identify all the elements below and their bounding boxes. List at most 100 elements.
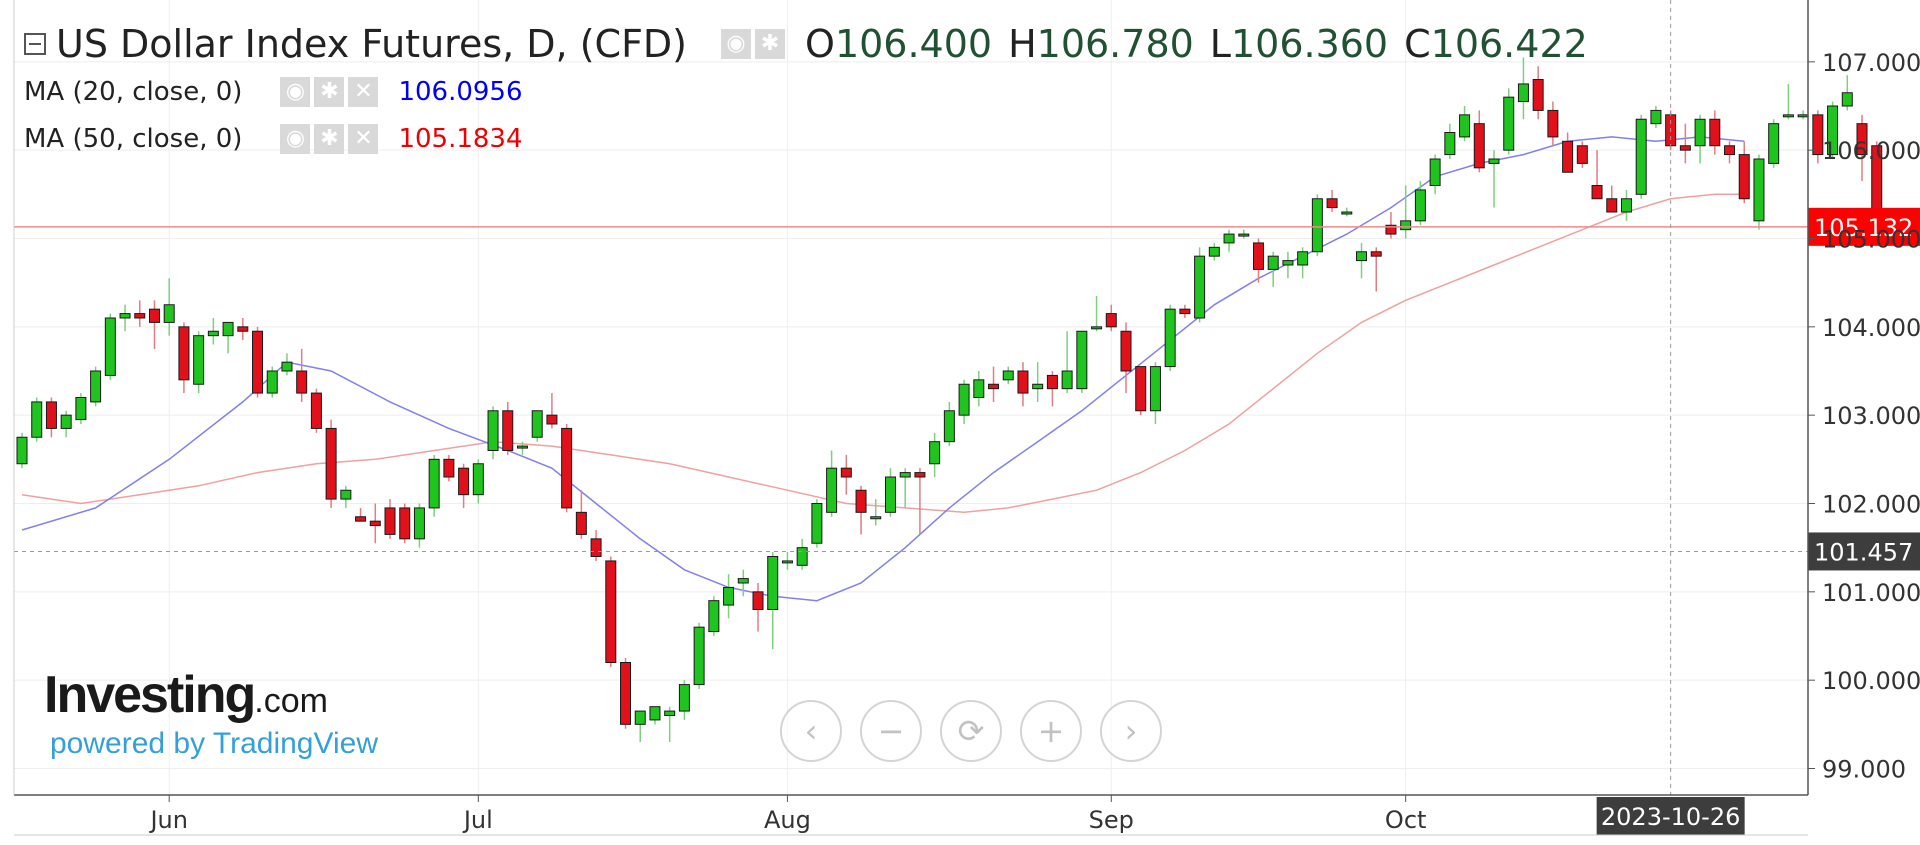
refresh-icon: ⟳ (957, 712, 985, 750)
ma50-label: MA (50, close, 0) (24, 124, 243, 154)
candle-body (222, 321, 234, 337)
candles-layer (16, 57, 1883, 742)
candle-body (1091, 326, 1103, 330)
instrument-title: US Dollar Index Futures, D, (CFD) (56, 22, 688, 66)
ma50-settings-gear-icon[interactable]: ✱ (314, 124, 345, 154)
zoom-out-button[interactable]: − (860, 700, 922, 762)
candle-body (207, 330, 219, 337)
chevron-left-icon: ‹ (804, 712, 818, 750)
candle-body (502, 410, 514, 451)
candle-body (355, 516, 367, 522)
candle-body (1459, 114, 1471, 138)
ma20-visibility-eye-icon[interactable]: ◉ (280, 77, 311, 107)
candle-body (1812, 114, 1824, 156)
candle-body (1267, 255, 1279, 270)
ma20-settings-gear-icon[interactable]: ✱ (314, 77, 345, 107)
ma20-legend: MA (20, close, 0) ◉ ✱ ✕ 106.0956 (24, 77, 523, 107)
candle-body (620, 662, 632, 725)
candle-body (428, 458, 440, 509)
ma20-controls: ◉ ✱ ✕ (276, 77, 379, 107)
x-tick-label: Jun (148, 806, 188, 834)
chevron-right-icon: › (1124, 712, 1138, 750)
ma50-controls: ◉ ✱ ✕ (276, 124, 379, 154)
candle-body (1076, 330, 1088, 390)
candle-body (487, 410, 499, 451)
crosshair-price-badge (1808, 532, 1920, 571)
settings-gear-icon[interactable]: ✱ (755, 29, 786, 59)
minus-icon: − (877, 712, 905, 750)
candle-body (1356, 251, 1368, 262)
candle-body (310, 392, 322, 429)
candle-body (796, 547, 808, 566)
candle-body (590, 538, 602, 557)
candle-body (148, 308, 160, 323)
candle-body (1768, 123, 1780, 164)
powered-by-tradingview[interactable]: powered by TradingView (50, 727, 378, 760)
candle-body (1532, 79, 1544, 111)
y-tick-label: 101.000 (1822, 579, 1920, 607)
candle-body (281, 361, 293, 372)
candle-body (840, 467, 852, 478)
candle-body (1517, 83, 1529, 103)
candle-body (767, 556, 779, 610)
visibility-eye-icon[interactable]: ◉ (721, 29, 752, 59)
scroll-left-button[interactable]: ‹ (780, 700, 842, 762)
candle-body (399, 507, 411, 540)
candle-body (252, 330, 264, 394)
candle-body (664, 710, 676, 716)
candle-body (1252, 242, 1264, 270)
ma50-layer (21, 193, 1745, 514)
candle-body (1635, 118, 1647, 195)
candle-body (458, 467, 470, 496)
candle-body (325, 427, 337, 500)
candle-body (1149, 366, 1161, 412)
candle-body (266, 370, 278, 394)
ma20-line (21, 136, 1745, 602)
candle-body (1679, 145, 1691, 151)
candle-body (988, 383, 1000, 390)
overlays-layer: 105.132 101.457 2023-10-26 (14, 0, 1920, 835)
candle-body (1341, 211, 1353, 215)
ma20-layer (21, 136, 1745, 602)
candle-body (1385, 224, 1397, 235)
collapse-legend-icon[interactable] (24, 33, 46, 55)
candle-body (1782, 114, 1794, 118)
candle-body (75, 397, 87, 421)
ma20-remove-close-icon[interactable]: ✕ (348, 77, 379, 107)
ma20-label: MA (20, close, 0) (24, 77, 243, 107)
y-tick-label: 105.000 (1822, 226, 1920, 254)
reset-chart-button[interactable]: ⟳ (940, 700, 1002, 762)
candle-body (1120, 330, 1132, 372)
candle-body (1208, 246, 1220, 257)
candle-body (1297, 251, 1309, 266)
candle-body (561, 427, 573, 509)
chart-grid (14, 0, 1808, 795)
candle-body (737, 578, 749, 584)
candle-body (1032, 383, 1044, 390)
ma50-remove-close-icon[interactable]: ✕ (348, 124, 379, 154)
candle-body (1194, 255, 1206, 319)
candle-body (1135, 366, 1147, 412)
crosshair-date-label: 2023-10-26 (1601, 803, 1740, 831)
zoom-in-button[interactable]: + (1020, 700, 1082, 762)
candle-body (90, 370, 102, 403)
candle-body (1591, 185, 1603, 200)
ma50-visibility-eye-icon[interactable]: ◉ (280, 124, 311, 154)
candle-body (723, 586, 735, 606)
y-tick-label: 107.000 (1822, 49, 1920, 77)
candle-body (752, 591, 764, 610)
scroll-right-button[interactable]: › (1100, 700, 1162, 762)
candle-body (870, 516, 882, 520)
ohlc-open-value: 106.400 (834, 22, 993, 66)
candle-body (781, 560, 793, 564)
candle-body (16, 436, 28, 465)
candle-body (973, 379, 985, 399)
ohlc-high-value: 106.780 (1036, 22, 1194, 66)
candle-body (1473, 123, 1485, 169)
candle-body (1429, 158, 1441, 186)
candle-body (163, 304, 175, 323)
x-tick-label: Aug (764, 806, 811, 834)
candle-body (943, 410, 955, 443)
